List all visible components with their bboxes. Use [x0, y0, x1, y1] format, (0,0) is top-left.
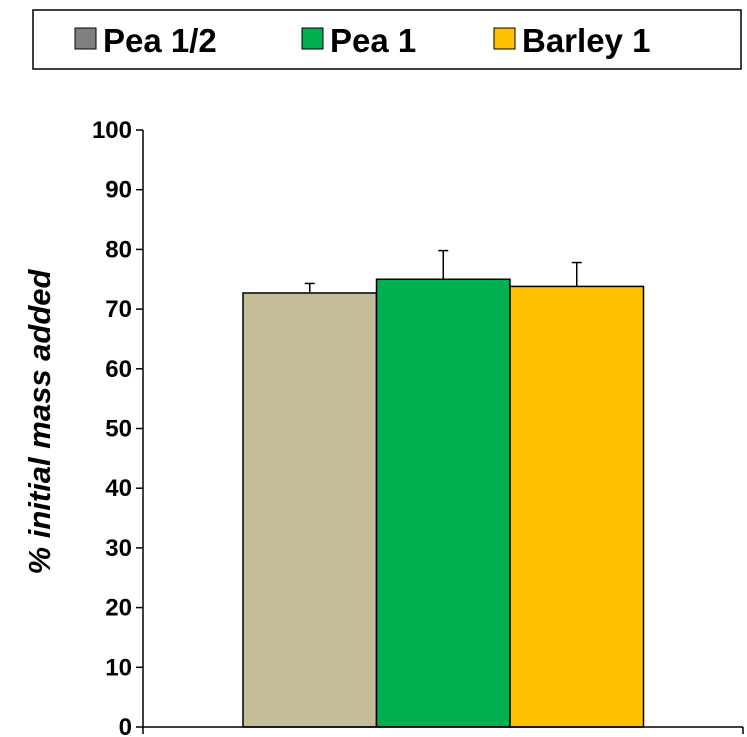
y-tick-label: 70 [105, 296, 132, 323]
legend-swatch [301, 27, 324, 50]
y-tick-label: 0 [119, 714, 132, 737]
bar-barley-1 [509, 285, 645, 728]
legend-label: Pea 1 [330, 22, 416, 59]
y-tick-label: 20 [105, 595, 132, 622]
y-tick-label: 80 [105, 236, 132, 263]
bar-pea-1 [375, 278, 511, 728]
legend-label: Pea 1/2 [103, 22, 217, 59]
y-tick-label: 90 [105, 177, 132, 204]
y-axis: 0 10 20 30 40 50 60 70 80 90 100 [92, 117, 144, 737]
legend: Pea 1/2 Pea 1 Barley 1 [32, 9, 742, 70]
bars [242, 249, 645, 728]
x-axis [142, 726, 744, 734]
legend-swatch [493, 27, 516, 50]
y-tick-label: 50 [105, 416, 132, 443]
y-tick-label: 30 [105, 535, 132, 562]
legend-swatch [74, 27, 97, 50]
y-tick-label: 60 [105, 356, 132, 383]
y-tick-label: 40 [105, 475, 132, 502]
y-tick-label: 100 [92, 117, 132, 144]
y-axis-title: % initial mass added [22, 268, 57, 574]
bar-pea-1-2 [242, 292, 378, 728]
legend-frame [32, 9, 742, 70]
legend-label: Barley 1 [522, 22, 650, 59]
y-tick-label: 10 [105, 654, 132, 681]
